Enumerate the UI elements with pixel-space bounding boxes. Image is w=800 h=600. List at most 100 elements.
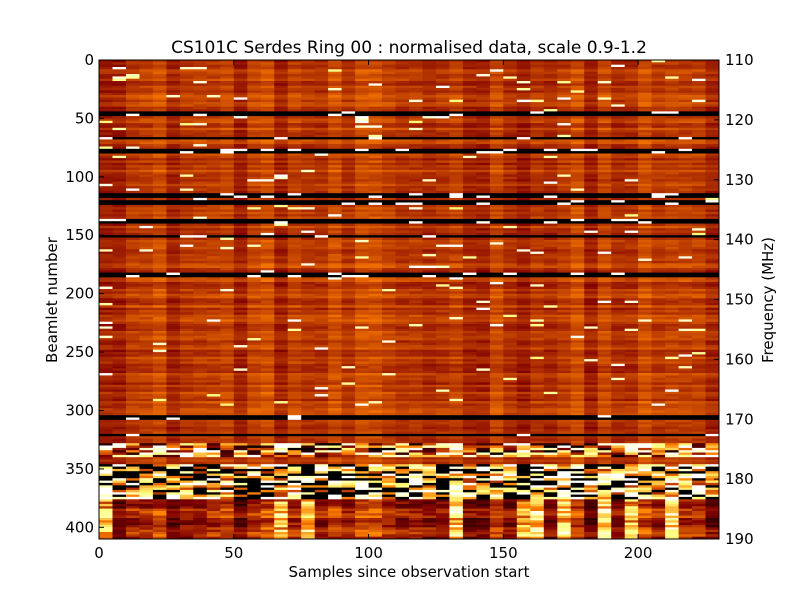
heatmap-cell — [368, 151, 383, 154]
heatmap-cell — [651, 286, 666, 290]
heatmap-cell — [220, 99, 235, 103]
heatmap-cell — [99, 277, 113, 280]
heatmap-cell — [530, 307, 545, 311]
heatmap-cell — [382, 251, 396, 255]
heatmap-cell — [665, 64, 679, 68]
heatmap-cell — [530, 303, 545, 306]
heatmap-cell — [665, 134, 679, 138]
heatmap-cell — [395, 162, 410, 166]
heatmap-cell — [247, 235, 262, 238]
heatmap-cell — [436, 268, 450, 271]
heatmap-cell — [570, 209, 585, 213]
heatmap-cell — [274, 165, 289, 168]
heatmap-cell — [678, 116, 693, 119]
heatmap-cell — [611, 272, 626, 276]
heatmap-cell — [624, 155, 639, 159]
heatmap-cell — [287, 303, 302, 306]
heatmap-cell — [570, 221, 585, 224]
heatmap-cell — [597, 195, 612, 199]
heatmap-cell — [355, 99, 369, 103]
heatmap-cell — [584, 151, 599, 154]
heatmap-cell — [126, 144, 140, 147]
heatmap-cell — [112, 235, 127, 238]
heatmap-cell — [247, 249, 262, 252]
heatmap-cell — [139, 186, 154, 189]
heatmap-cell — [503, 197, 518, 201]
heatmap-cell — [206, 74, 221, 77]
heatmap-cell — [665, 181, 679, 185]
heatmap-cell — [233, 125, 248, 129]
heatmap-cell — [422, 78, 437, 82]
heatmap-cell — [638, 310, 652, 313]
heatmap-cell — [665, 62, 679, 65]
heatmap-cell — [584, 74, 599, 77]
heatmap-cell — [179, 81, 194, 84]
heatmap-cell — [651, 62, 666, 65]
heatmap-cell — [611, 232, 626, 236]
heatmap-cell — [678, 197, 693, 201]
heatmap-cell — [395, 60, 410, 63]
heatmap-cell — [355, 106, 369, 110]
heatmap-cell — [597, 97, 612, 101]
heatmap-cell — [287, 186, 302, 189]
heatmap-cell — [462, 291, 477, 294]
heatmap-cell — [611, 207, 626, 210]
heatmap-cell — [409, 235, 423, 238]
heatmap-cell — [557, 260, 572, 264]
heatmap-cell — [139, 263, 154, 266]
heatmap-cell — [152, 186, 167, 189]
heatmap-cell — [314, 268, 329, 271]
heatmap-cell — [368, 279, 383, 283]
heatmap-cell — [287, 64, 302, 68]
heatmap-cell — [126, 139, 140, 143]
heatmap-cell — [206, 172, 221, 175]
heatmap-cell — [705, 62, 720, 65]
heatmap-cell — [260, 268, 275, 271]
heatmap-cell — [395, 193, 410, 196]
heatmap-cell — [692, 92, 706, 96]
heatmap-cell — [624, 81, 639, 84]
heatmap-cell — [570, 303, 585, 306]
heatmap-cell — [570, 67, 585, 70]
heatmap-cell — [395, 109, 410, 112]
heatmap-cell — [287, 244, 302, 248]
heatmap-cell — [355, 246, 369, 250]
heatmap-cell — [328, 258, 342, 262]
heatmap-cell — [233, 228, 248, 231]
heatmap-cell — [503, 244, 518, 248]
heatmap-cell — [112, 239, 127, 243]
heatmap-cell — [692, 81, 706, 84]
heatmap-cell — [355, 130, 369, 133]
heatmap-cell — [341, 104, 356, 108]
heatmap-cell — [476, 272, 491, 276]
heatmap-cell — [112, 181, 127, 185]
heatmap-cell — [314, 263, 329, 266]
heatmap-cell — [462, 113, 477, 117]
heatmap-cell — [476, 298, 491, 301]
heatmap-cell — [543, 188, 558, 192]
heatmap-cell — [624, 230, 639, 234]
heatmap-cell — [692, 104, 706, 108]
heatmap-cell — [476, 148, 491, 152]
heatmap-cell — [206, 230, 221, 234]
heatmap-cell — [220, 286, 235, 290]
heatmap-cell — [382, 106, 396, 110]
heatmap-cell — [274, 88, 289, 91]
heatmap-cell — [99, 228, 113, 231]
heatmap-cell — [355, 260, 369, 264]
heatmap-cell — [678, 83, 693, 87]
heatmap-cell — [139, 132, 154, 136]
heatmap-cell — [692, 246, 706, 250]
heatmap-cell — [543, 130, 558, 133]
heatmap-cell — [557, 183, 572, 187]
heatmap-cell — [678, 81, 693, 84]
heatmap-cell — [99, 272, 113, 276]
heatmap-cell — [368, 146, 383, 150]
heatmap-cell — [705, 183, 720, 187]
heatmap-cell — [179, 151, 194, 154]
heatmap-cell — [233, 251, 248, 255]
heatmap-cell — [247, 71, 262, 75]
heatmap-cell — [557, 113, 572, 117]
heatmap-cell — [422, 312, 437, 316]
heatmap-cell — [139, 148, 154, 152]
